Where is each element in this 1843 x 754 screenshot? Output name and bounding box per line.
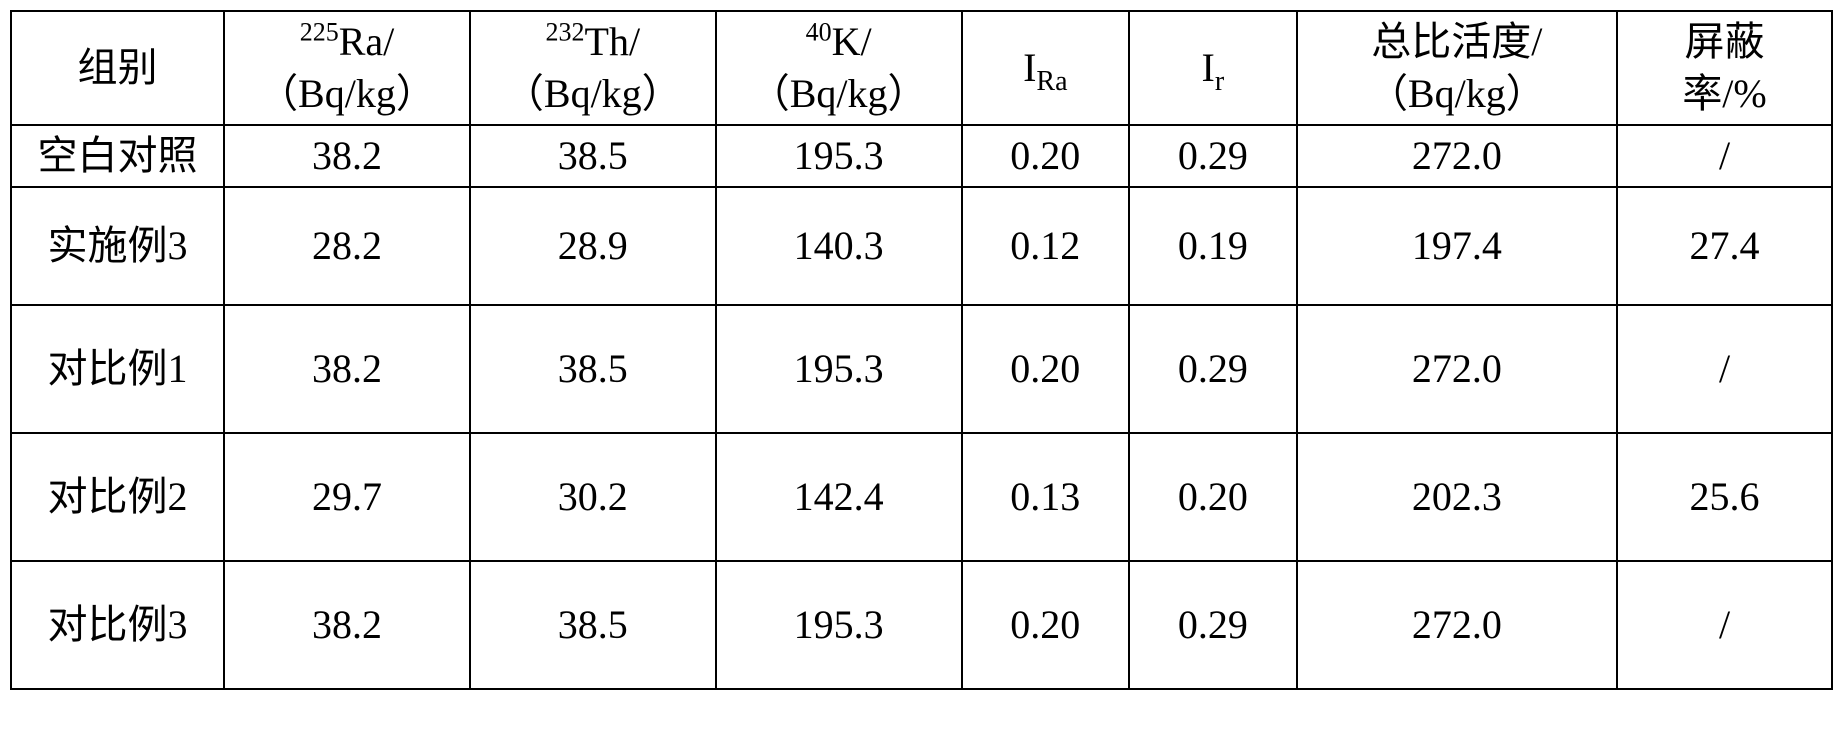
cell-ir: 0.20 (1129, 433, 1297, 561)
k-unit: （Bq/kg） (750, 71, 928, 116)
ira-main: I (1023, 45, 1036, 90)
k-label: K/ (832, 19, 872, 64)
header-ra: 225Ra/ （Bq/kg） (224, 11, 470, 125)
cell-ra: 38.2 (224, 561, 470, 689)
cell-shield: / (1617, 305, 1832, 433)
header-shield: 屏蔽率/% (1617, 11, 1832, 125)
cell-ira: 0.13 (962, 433, 1130, 561)
ira-sub: Ra (1036, 66, 1067, 97)
cell-ira: 0.12 (962, 187, 1130, 305)
header-group: 组别 (11, 11, 224, 125)
header-total: 总比活度/ （Bq/kg） (1297, 11, 1617, 125)
table-row: 对比例2 29.7 30.2 142.4 0.13 0.20 202.3 25.… (11, 433, 1832, 561)
ra-unit: （Bq/kg） (258, 71, 436, 116)
cell-ir: 0.29 (1129, 561, 1297, 689)
th-superscript: 232 (546, 18, 585, 47)
th-unit: （Bq/kg） (504, 71, 682, 116)
cell-ra: 29.7 (224, 433, 470, 561)
cell-shield: 25.6 (1617, 433, 1832, 561)
cell-ir: 0.29 (1129, 305, 1297, 433)
cell-th: 38.5 (470, 305, 716, 433)
cell-group: 对比例1 (11, 305, 224, 433)
table-row: 对比例3 38.2 38.5 195.3 0.20 0.29 272.0 / (11, 561, 1832, 689)
shield-l2: 率/% (1682, 71, 1766, 116)
ra-label: Ra/ (339, 19, 395, 64)
cell-k: 195.3 (716, 305, 962, 433)
table-row: 空白对照 38.2 38.5 195.3 0.20 0.29 272.0 / (11, 125, 1832, 187)
cell-ira: 0.20 (962, 305, 1130, 433)
cell-k: 195.3 (716, 561, 962, 689)
cell-shield: 27.4 (1617, 187, 1832, 305)
cell-th: 38.5 (470, 125, 716, 187)
cell-th: 38.5 (470, 561, 716, 689)
cell-group: 对比例3 (11, 561, 224, 689)
cell-th: 30.2 (470, 433, 716, 561)
cell-total: 272.0 (1297, 305, 1617, 433)
table-row: 实施例3 28.2 28.9 140.3 0.12 0.19 197.4 27.… (11, 187, 1832, 305)
cell-k: 142.4 (716, 433, 962, 561)
cell-ra: 38.2 (224, 305, 470, 433)
cell-ir: 0.19 (1129, 187, 1297, 305)
cell-ra: 38.2 (224, 125, 470, 187)
cell-ra: 28.2 (224, 187, 470, 305)
cell-k: 195.3 (716, 125, 962, 187)
header-ira: IRa (962, 11, 1130, 125)
cell-ira: 0.20 (962, 125, 1130, 187)
cell-total: 197.4 (1297, 187, 1617, 305)
total-unit: （Bq/kg） (1368, 71, 1546, 116)
cell-shield: / (1617, 125, 1832, 187)
cell-shield: / (1617, 561, 1832, 689)
cell-total: 202.3 (1297, 433, 1617, 561)
data-table: 组别 225Ra/（Bq/kg） 232Th/（Bq/kg） 40K/（Bq/k… (10, 10, 1833, 690)
header-ir: Ir (1129, 11, 1297, 125)
header-k: 40K/ （Bq/kg） (716, 11, 962, 125)
cell-ir: 0.29 (1129, 125, 1297, 187)
cell-group: 空白对照 (11, 125, 224, 187)
ir-main: I (1202, 45, 1215, 90)
header-th: 232Th/ （Bq/kg） (470, 11, 716, 125)
header-row: 组别 225Ra/ （Bq/kg） 232Th/ （Bq/kg） 40K/ （Bq/k… (11, 11, 1832, 125)
th-label: Th/ (585, 19, 641, 64)
cell-total: 272.0 (1297, 125, 1617, 187)
cell-ira: 0.20 (962, 561, 1130, 689)
ir-sub: r (1215, 66, 1224, 97)
table-row: 对比例1 38.2 38.5 195.3 0.20 0.29 272.0 / (11, 305, 1832, 433)
total-label: 总比活度/ (1371, 19, 1542, 64)
cell-th: 28.9 (470, 187, 716, 305)
cell-group: 实施例3 (11, 187, 224, 305)
cell-k: 140.3 (716, 187, 962, 305)
k-superscript: 40 (806, 18, 832, 47)
shield-l1: 屏蔽 (1685, 19, 1765, 64)
cell-group: 对比例2 (11, 433, 224, 561)
cell-total: 272.0 (1297, 561, 1617, 689)
ra-superscript: 225 (300, 18, 339, 47)
